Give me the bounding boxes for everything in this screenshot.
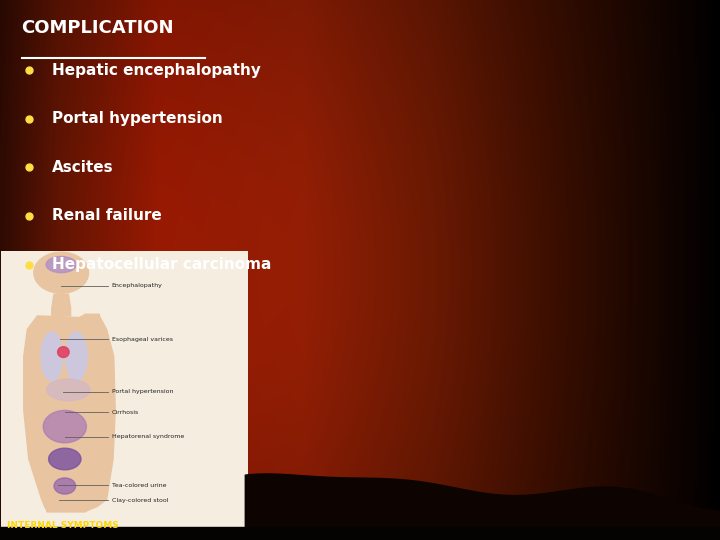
Polygon shape — [24, 314, 115, 512]
Ellipse shape — [58, 347, 69, 357]
Text: Renal failure: Renal failure — [52, 208, 161, 224]
Ellipse shape — [47, 379, 90, 401]
Text: Hepatocellular carcinoma: Hepatocellular carcinoma — [52, 257, 271, 272]
Circle shape — [54, 478, 76, 494]
Text: Cirrhosis: Cirrhosis — [112, 410, 139, 415]
Text: Encephalopathy: Encephalopathy — [112, 283, 163, 288]
Text: Hepatorenal syndrome: Hepatorenal syndrome — [112, 435, 184, 440]
Text: Esophageal varices: Esophageal varices — [112, 337, 173, 342]
Text: Portal hypertension: Portal hypertension — [112, 389, 173, 394]
Text: Hepatic encephalopathy: Hepatic encephalopathy — [52, 63, 261, 78]
Ellipse shape — [66, 332, 87, 381]
Text: COMPLICATION: COMPLICATION — [22, 19, 174, 37]
Ellipse shape — [46, 256, 76, 273]
Text: Tea-colored urine: Tea-colored urine — [112, 483, 166, 488]
FancyBboxPatch shape — [1, 251, 248, 526]
Text: INTERNAL SYMPTOMS: INTERNAL SYMPTOMS — [7, 521, 119, 530]
Polygon shape — [52, 294, 71, 316]
Ellipse shape — [43, 410, 86, 443]
Circle shape — [34, 252, 89, 293]
Text: Ascites: Ascites — [52, 160, 114, 175]
Ellipse shape — [41, 332, 63, 381]
Text: Portal hypertension: Portal hypertension — [52, 111, 222, 126]
Ellipse shape — [48, 448, 81, 470]
Text: Clay-colored stool: Clay-colored stool — [112, 498, 168, 503]
